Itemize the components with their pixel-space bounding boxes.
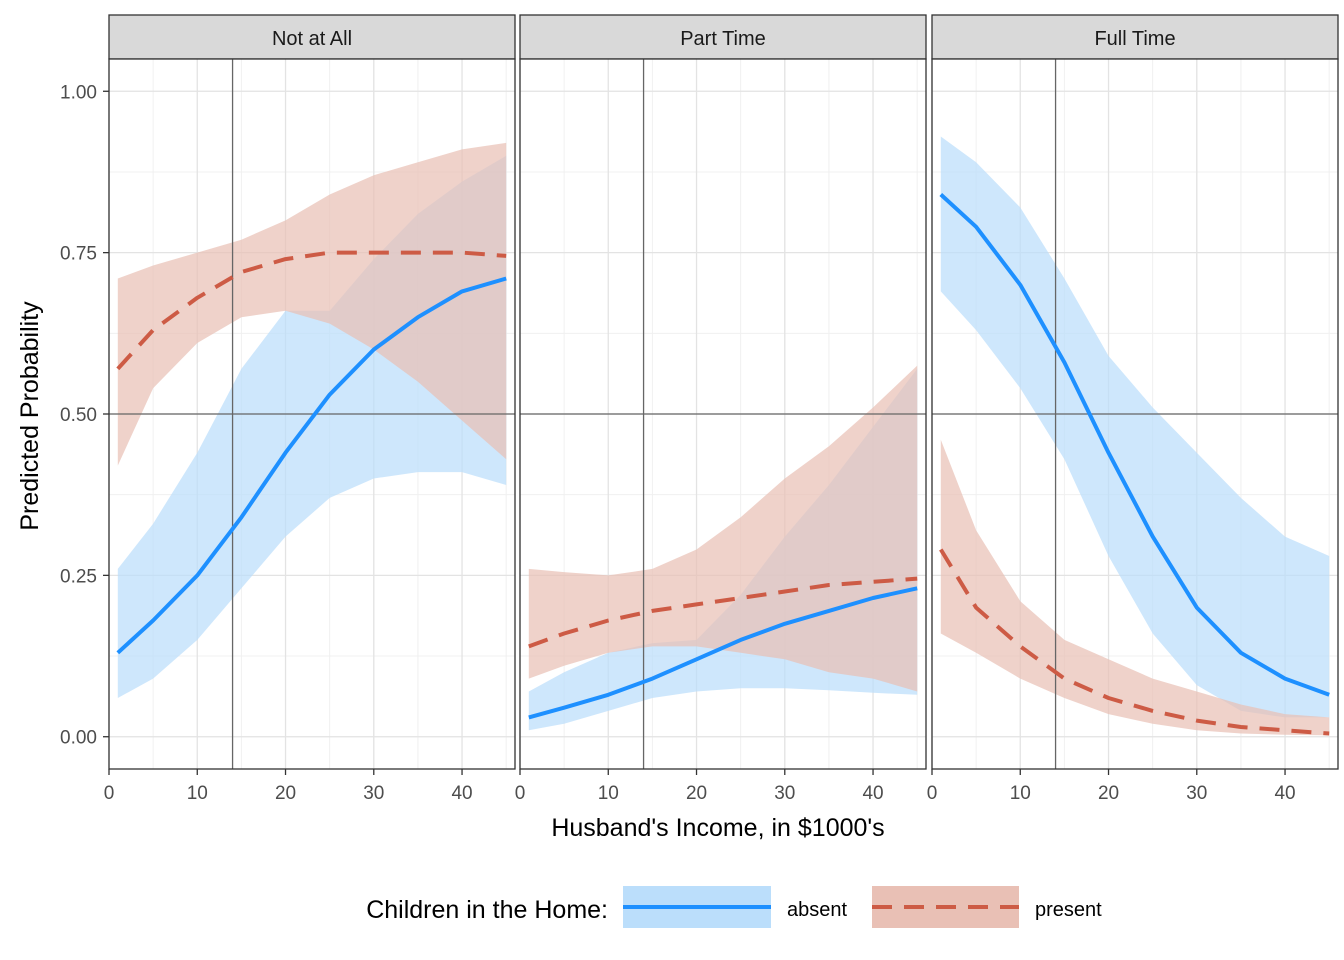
x-tick-label: 0 — [104, 783, 115, 804]
panel-strip-label: Full Time — [1094, 28, 1175, 50]
x-tick-label: 30 — [363, 783, 384, 804]
x-tick-label: 40 — [451, 783, 472, 804]
x-tick-label: 30 — [1186, 783, 1207, 804]
x-tick-label: 10 — [1010, 783, 1031, 804]
panel-part-time: Part Time 0 10 20 30 40 — [515, 14, 927, 804]
panel-border — [519, 58, 927, 770]
panel-strip-label: Part Time — [680, 28, 766, 50]
panel-strip — [108, 14, 516, 60]
y-tick-label: 0.25 — [60, 566, 97, 587]
y-tick-label: 0.50 — [60, 405, 97, 426]
legend-label-absent: absent — [787, 899, 847, 921]
series-line-absent — [528, 586, 918, 720]
panel-full-time: Full Time 0 10 20 30 40 — [927, 14, 1339, 804]
y-tick-label: 0.75 — [60, 244, 97, 265]
panel-not-at-all: Not at All 0 10 20 30 40 — [104, 14, 516, 804]
legend: Children in the Home: absent present — [366, 886, 1102, 928]
x-tick-label: 20 — [686, 783, 707, 804]
x-tick-label: 40 — [1274, 783, 1295, 804]
panel-border — [931, 58, 1339, 770]
series-line-present — [528, 576, 918, 649]
series-line-absent — [939, 193, 1330, 697]
legend-label-present: present — [1035, 899, 1102, 921]
x-tick-label: 10 — [187, 783, 208, 804]
x-tick-label: 0 — [927, 783, 938, 804]
series-line-absent — [116, 276, 507, 655]
y-tick-label: 1.00 — [60, 82, 97, 103]
legend-title: Children in the Home: — [366, 896, 608, 924]
ribbon-absent — [940, 136, 1330, 718]
y-axis-title: Predicted Probability — [16, 301, 44, 531]
ribbon-present — [117, 142, 507, 466]
series-line-present — [939, 548, 1330, 736]
x-tick-label: 10 — [598, 783, 619, 804]
panel-strip — [519, 14, 927, 60]
ribbon-present — [528, 365, 918, 692]
x-axis-title: Husband's Income, in $1000's — [551, 814, 884, 842]
x-tick-label: 20 — [1098, 783, 1119, 804]
series-line-present — [116, 250, 507, 371]
ribbon-present — [940, 439, 1330, 736]
panel-strip — [931, 14, 1339, 60]
x-tick-label: 40 — [862, 783, 883, 804]
y-tick-label: 0.00 — [60, 728, 97, 749]
x-tick-label: 30 — [774, 783, 795, 804]
panel-strip-label: Not at All — [272, 28, 352, 50]
x-tick-label: 20 — [275, 783, 296, 804]
x-tick-label: 0 — [515, 783, 526, 804]
